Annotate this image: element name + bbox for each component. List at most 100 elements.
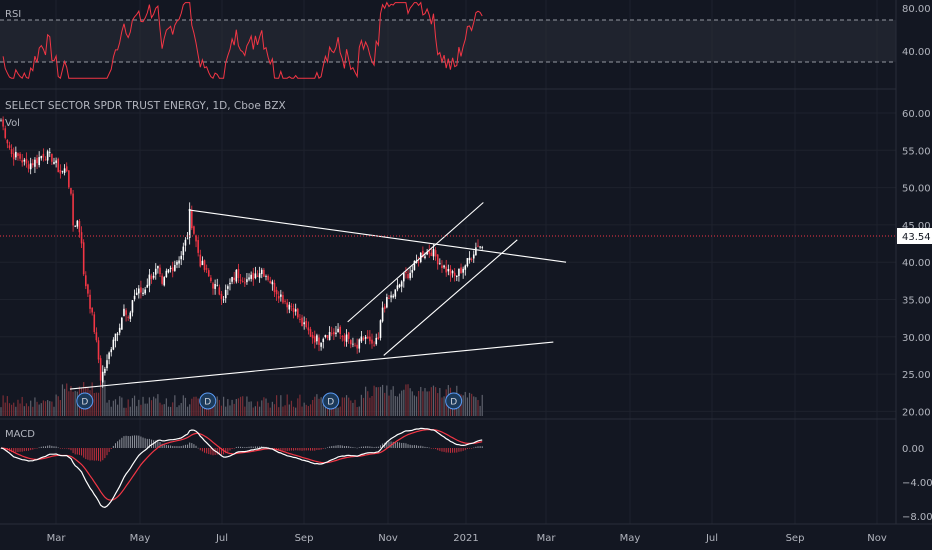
macd-histogram-bar	[106, 448, 108, 456]
candle-body	[123, 308, 125, 317]
volume-bar	[68, 391, 70, 416]
macd-histogram-bar	[87, 448, 89, 460]
candle-body	[286, 302, 288, 308]
macd-histogram-bar	[161, 443, 163, 448]
volume-bar	[117, 404, 119, 416]
macd-histogram-bar	[257, 446, 259, 448]
macd-histogram-bar	[231, 448, 233, 450]
volume-bar	[148, 397, 150, 416]
macd-histogram-bar	[322, 448, 324, 449]
volume-bar	[254, 406, 256, 416]
dividend-marker[interactable]	[322, 392, 340, 410]
volume-bar	[189, 404, 191, 416]
candle-body	[53, 162, 55, 164]
volume-bar	[170, 406, 172, 416]
volume-bar	[473, 396, 475, 416]
dividend-marker-label: D	[81, 398, 88, 408]
macd-histogram-bar	[235, 446, 237, 448]
trendline-channel-upper[interactable]	[347, 202, 484, 323]
macd-pane[interactable]: MACD 0.00 −4.00 −8.00	[0, 427, 932, 523]
candle-body	[12, 153, 15, 160]
macd-histogram-bar	[189, 442, 191, 448]
volume-bar	[106, 402, 108, 416]
volume-bar	[426, 391, 428, 416]
volume-bar	[165, 398, 167, 416]
dividend-marker[interactable]	[76, 392, 94, 410]
volume-bar	[184, 397, 187, 416]
volume-bar	[163, 404, 165, 416]
macd-histogram-bar	[369, 446, 371, 448]
trendline-rising-support[interactable]	[69, 341, 554, 390]
volume-bar	[174, 395, 176, 416]
price-axis[interactable]: 60.00 55.00 50.00 45.00 40.00 35.00 30.00 25.00…	[902, 109, 931, 418]
candle-body	[244, 282, 246, 284]
volume-bar	[21, 396, 23, 416]
volume-bar	[375, 387, 377, 416]
trendline-channel-lower[interactable]	[383, 239, 518, 356]
candle-body	[142, 292, 144, 295]
candle-body	[216, 285, 219, 287]
time-axis-label: Jul	[705, 533, 718, 544]
macd-histogram-bar	[199, 448, 201, 451]
macd-histogram-bar	[456, 448, 458, 453]
candle-body	[392, 295, 394, 298]
macd-histogram-bar	[74, 448, 76, 455]
macd-tick-minus8: −8.00	[902, 512, 932, 523]
macd-histogram	[0, 435, 483, 462]
candle-body	[65, 166, 68, 172]
volume-bar	[263, 397, 265, 416]
volume-bar	[371, 395, 373, 416]
macd-histogram-bar	[242, 446, 244, 448]
volume-bar	[388, 395, 390, 416]
macd-histogram-bar	[261, 446, 263, 448]
macd-histogram-bar	[331, 446, 333, 448]
last-price-value: 43.54	[902, 232, 931, 243]
candle-body	[171, 267, 174, 271]
volume-bar	[394, 395, 396, 416]
macd-histogram-bar	[299, 448, 301, 451]
volume-bar	[362, 397, 365, 416]
volume-bar	[223, 396, 225, 416]
dividend-marker[interactable]	[445, 392, 463, 410]
candle-body	[161, 275, 163, 284]
candle-body	[133, 295, 136, 300]
volume-bar	[121, 397, 123, 416]
volume-bar	[201, 405, 203, 416]
dividend-marker[interactable]	[199, 392, 217, 410]
candle-body	[42, 153, 45, 158]
volume-bar	[191, 398, 193, 416]
volume-bar	[269, 407, 271, 416]
time-axis[interactable]: Mar May Jul Sep Nov 2021 Mar May Jul Sep Nov	[47, 533, 887, 544]
macd-histogram-bar	[157, 440, 159, 448]
candles	[0, 116, 484, 388]
trendlines[interactable]	[69, 202, 567, 390]
volume-bar	[172, 402, 174, 416]
macd-line	[0, 427, 483, 508]
macd-histogram-bar	[184, 444, 186, 448]
volume-bar	[432, 385, 435, 416]
macd-histogram-bar	[55, 446, 57, 448]
candle-body	[405, 271, 407, 273]
rsi-band	[0, 20, 896, 62]
macd-histogram-bar	[454, 448, 456, 453]
candle-body	[282, 295, 284, 303]
macd-histogram-bar	[475, 446, 477, 448]
price-pane[interactable]: D D D D SELECT SECTOR SPDR TRUST ENERGY, 1D…	[0, 100, 932, 418]
candle-body	[462, 268, 464, 273]
macd-histogram-bar	[155, 440, 157, 448]
volume-bar	[481, 394, 483, 416]
volume-bar	[93, 392, 95, 416]
rsi-pane[interactable]: RSI 80.00 40.00	[0, 1, 931, 80]
candle-body	[350, 340, 352, 345]
macd-histogram-bar	[335, 445, 337, 448]
candle-body	[23, 159, 26, 162]
macd-histogram-bar	[305, 448, 307, 451]
candle-body	[305, 321, 308, 328]
candle-body	[400, 281, 403, 287]
candle-body	[301, 317, 303, 327]
trendline-descending-resistance[interactable]	[188, 209, 567, 263]
time-axis-label: Sep	[295, 533, 314, 544]
candle-body	[125, 310, 127, 315]
